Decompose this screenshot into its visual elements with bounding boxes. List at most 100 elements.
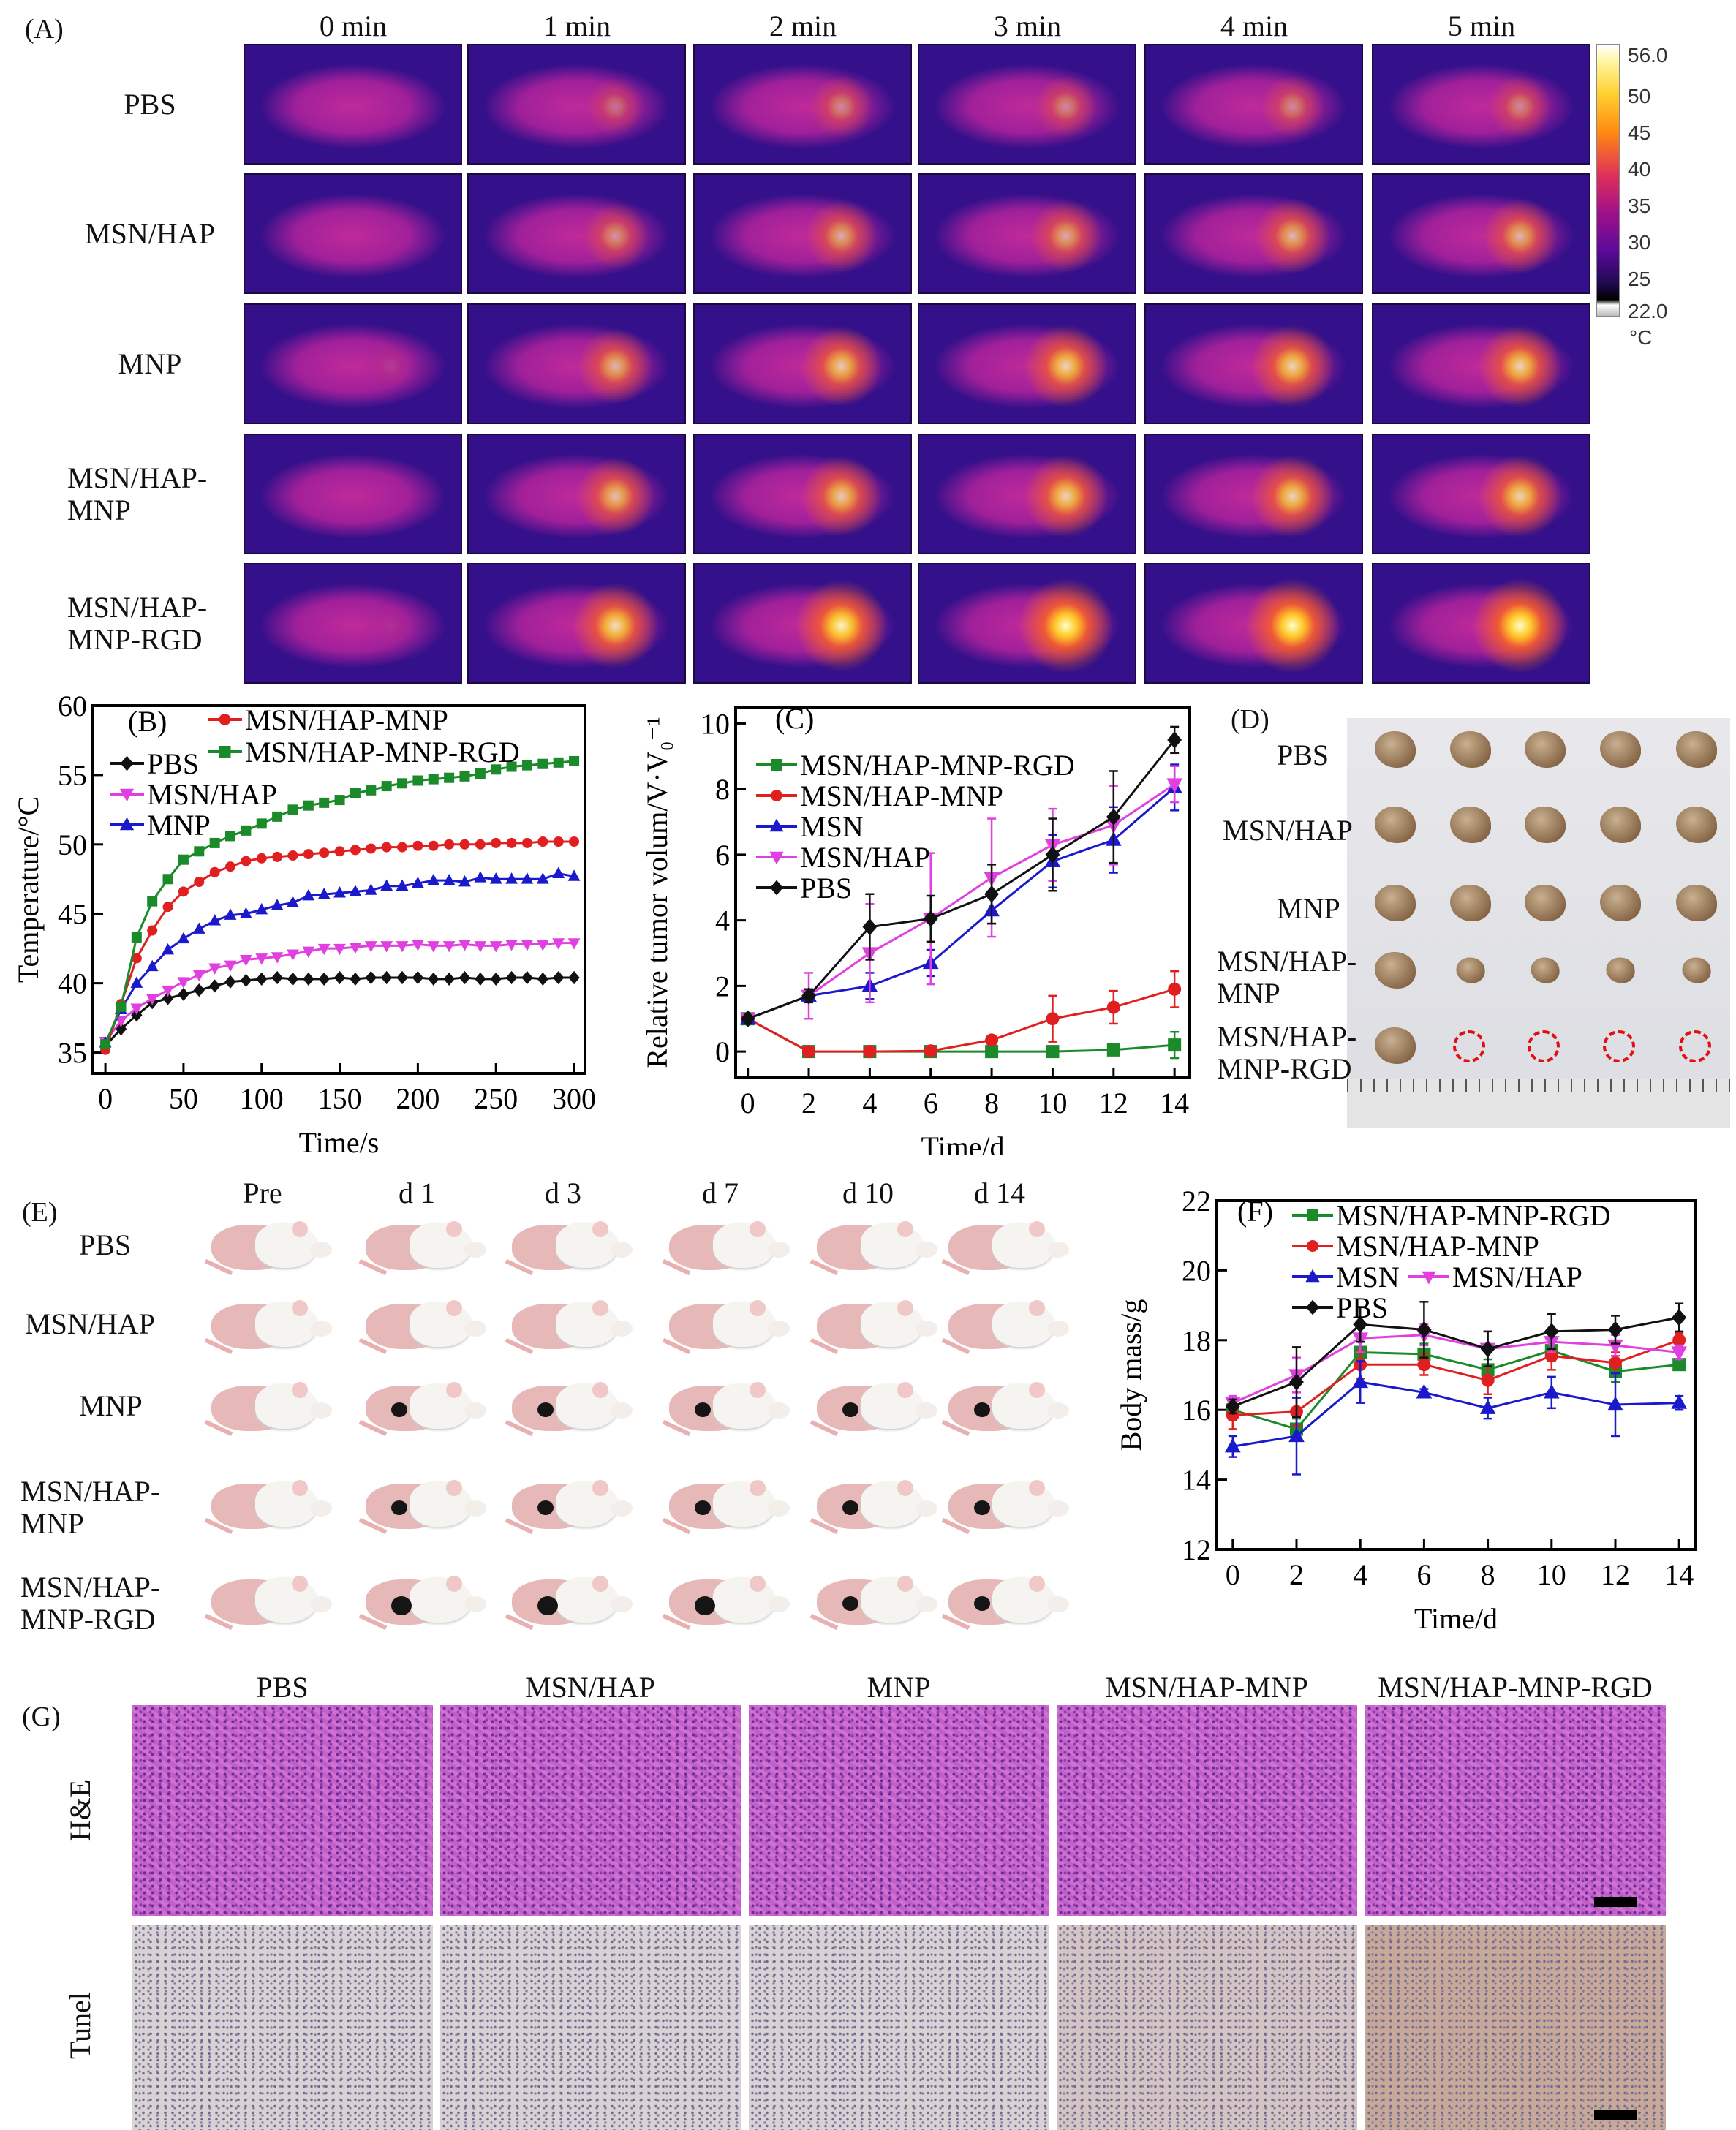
thermal-image [244, 173, 462, 294]
mouse-ear [592, 1382, 608, 1398]
tumor-sample [1600, 731, 1641, 768]
thermal-image [1372, 173, 1590, 294]
marker-square [521, 760, 532, 771]
mouse-photo [204, 1214, 336, 1280]
marker-diamond [1480, 1340, 1495, 1358]
he-stain-image [1057, 1705, 1357, 1916]
marker-square [366, 785, 377, 796]
y-axis-label: Relative tumor volum/V·V₀⁻¹ [641, 717, 673, 1068]
row-label: MSN/HAP- [1217, 945, 1357, 978]
mouse-ear [897, 1300, 913, 1316]
legend-label: MSN/HAP [147, 778, 277, 811]
marker-diamond [801, 987, 816, 1005]
thermal-image [918, 434, 1136, 554]
mouse-ear [446, 1480, 462, 1496]
marker-square [491, 764, 502, 775]
marker-diamond [923, 910, 938, 928]
time-label: 2 min [769, 10, 837, 42]
mouse-photo [204, 1293, 336, 1359]
mouse-fur [410, 1223, 472, 1268]
x-tick-label: 4 [862, 1087, 877, 1119]
marker-diamond [862, 918, 878, 936]
y-axis-label: Body mass/g [1114, 1299, 1147, 1451]
mouse-snout [1047, 1242, 1069, 1258]
regressed-tumor-circle [1603, 1030, 1635, 1062]
thermal-image [693, 434, 912, 554]
mouse-ear [1029, 1576, 1045, 1592]
regressed-tumor-circle [1679, 1030, 1711, 1062]
marker-diamond [475, 972, 486, 986]
row-label: MNP [79, 1389, 143, 1422]
mouse-photo [505, 1473, 636, 1538]
mouse-photo [662, 1568, 793, 1634]
marker-triangle-up [552, 866, 565, 878]
mouse-fur [713, 1577, 775, 1623]
row-label: MSN/HAP- [67, 591, 208, 624]
mouse-ear [897, 1576, 913, 1592]
marker-triangle-up [1544, 1383, 1560, 1399]
legend-label: MSN/HAP [1452, 1261, 1582, 1294]
row-label: MNP-RGD [67, 623, 203, 656]
y-tick-label: 2 [715, 970, 730, 1002]
marker-square [209, 837, 220, 848]
tumor-sample [1450, 885, 1491, 921]
mouse-snout [464, 1242, 486, 1258]
marker-triangle-up [130, 976, 143, 988]
thermal-image [244, 434, 462, 554]
mouse-fur [255, 1223, 317, 1268]
mouse-photo [662, 1214, 793, 1280]
thermal-image [467, 303, 686, 424]
marker-circle [491, 837, 502, 848]
mouse-ear [897, 1382, 913, 1398]
mouse-photo [809, 1473, 941, 1538]
tumor-spot [974, 1402, 990, 1417]
marker-triangle-down [208, 963, 222, 975]
row-label: MSN/HAP [85, 217, 215, 250]
mouse-photo [358, 1214, 490, 1280]
mouse-ear [446, 1300, 462, 1316]
thermal-image [918, 563, 1136, 684]
mouse-photo [358, 1375, 490, 1440]
mouse-snout [310, 1242, 332, 1258]
marker-circle [553, 836, 564, 847]
marker-circle [521, 837, 532, 848]
mouse-ear [592, 1576, 608, 1592]
tumor-sample [1450, 807, 1491, 843]
y-tick-label: 18 [1182, 1324, 1211, 1357]
row-label-he: H&E [64, 1779, 97, 1842]
marker-square [162, 874, 173, 885]
time-label: 5 min [1447, 10, 1516, 42]
legend-label: MSN/HAP-MNP-RGD [800, 749, 1075, 782]
series-line [1232, 1349, 1680, 1431]
row-label: MNP [1217, 977, 1280, 1010]
marker-circle [428, 840, 439, 851]
marker-circle [209, 866, 220, 877]
colorbar-tick: 35 [1628, 195, 1651, 217]
tumor-sample [1676, 885, 1717, 921]
mouse-fur [992, 1302, 1054, 1347]
x-tick-label: 250 [474, 1082, 518, 1115]
marker-square [444, 772, 455, 783]
series-line [104, 976, 575, 1047]
marker-square [397, 778, 408, 789]
series-line [747, 786, 1176, 1020]
marker-triangle-up [380, 879, 393, 891]
marker-square [1106, 1043, 1120, 1057]
marker-triangle-up [162, 943, 174, 955]
marker-square [303, 800, 314, 811]
x-tick-label: 8 [1481, 1558, 1495, 1591]
marker-square [985, 1045, 999, 1059]
mouse-photo [358, 1473, 490, 1538]
marker-circle [1609, 1356, 1622, 1370]
marker-diamond [333, 970, 346, 985]
column-label: MSN/HAP-MNP [1105, 1671, 1308, 1704]
marker-triangle-down [192, 970, 205, 982]
row-label: MNP-RGD [20, 1603, 156, 1636]
thermal-image [467, 173, 686, 294]
mouse-snout [916, 1596, 937, 1612]
tumor-sample [1375, 807, 1416, 843]
marker-triangle-down [224, 960, 237, 973]
x-tick-label: 2 [801, 1087, 816, 1119]
mouse-photo [662, 1375, 793, 1440]
mouse-fur [556, 1223, 618, 1268]
